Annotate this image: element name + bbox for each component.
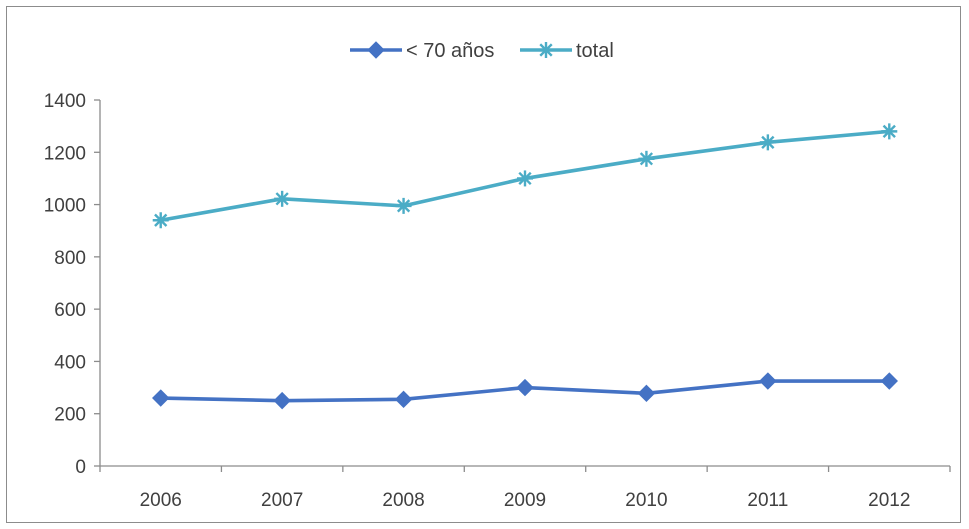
x-tick-label: 2006 xyxy=(140,490,182,511)
data-point-diamond xyxy=(759,372,777,390)
data-point-star xyxy=(881,123,898,140)
data-point-diamond xyxy=(394,390,413,409)
data-point-star xyxy=(395,197,412,214)
data-point-star xyxy=(152,212,169,229)
data-point-star xyxy=(517,170,533,187)
data-point-star xyxy=(759,134,776,151)
data-point-diamond xyxy=(152,389,170,407)
y-tick-label: 600 xyxy=(54,300,86,321)
x-tick-label: 2007 xyxy=(261,490,303,511)
legend-marker-star xyxy=(538,42,554,58)
data-point-star xyxy=(638,150,655,167)
y-tick-label: 800 xyxy=(54,248,86,269)
y-tick-label: 400 xyxy=(54,352,86,373)
x-tick-label: 2008 xyxy=(382,490,424,511)
x-tick-label: 2011 xyxy=(747,490,788,511)
x-tick-label: 2012 xyxy=(868,490,910,511)
data-point-diamond xyxy=(637,384,656,403)
chart-frame xyxy=(6,6,961,523)
data-point-diamond xyxy=(273,391,291,410)
y-tick-label: 200 xyxy=(54,405,86,426)
legend-label: < 70 años xyxy=(406,40,494,62)
data-point-diamond xyxy=(880,372,898,390)
x-tick-label: 2010 xyxy=(625,490,667,511)
x-tick-label: 2009 xyxy=(504,490,546,511)
y-tick-label: 0 xyxy=(75,457,86,478)
legend-marker-diamond xyxy=(367,41,385,59)
y-tick-label: 1000 xyxy=(44,196,86,217)
y-tick-label: 1400 xyxy=(44,91,86,112)
data-point-diamond xyxy=(516,378,534,397)
y-tick-label: 1200 xyxy=(44,143,86,164)
data-point-star xyxy=(274,190,291,207)
legend-label: total xyxy=(576,40,614,62)
